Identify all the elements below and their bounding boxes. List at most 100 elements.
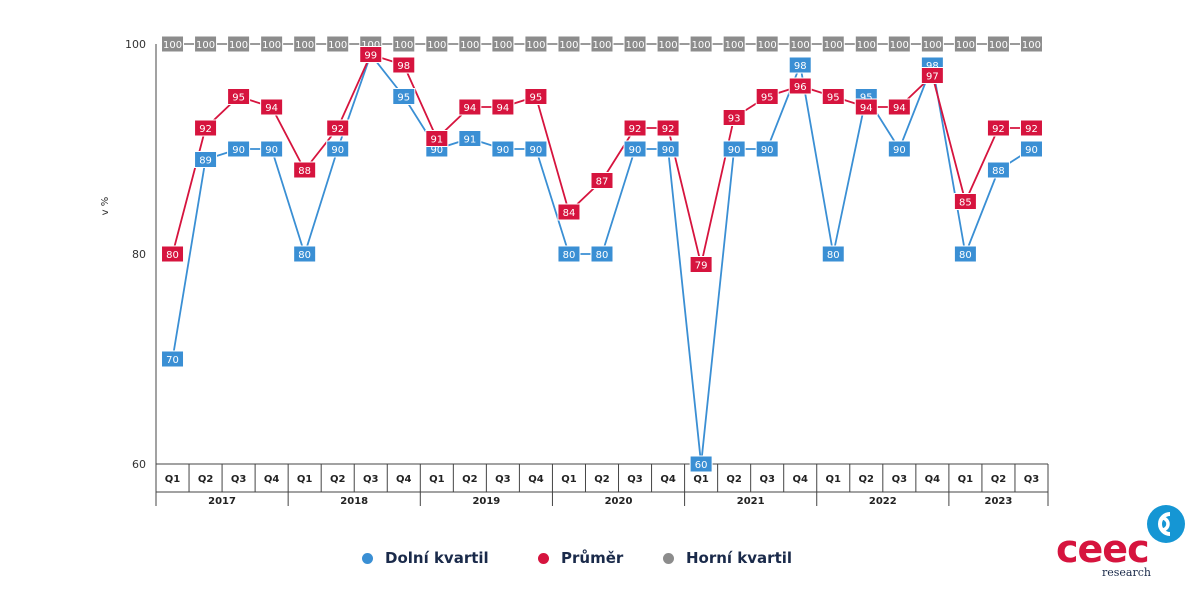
data-label: 100 (923, 40, 942, 51)
x-tick-label-year: 2022 (869, 496, 897, 507)
data-label: 85 (959, 198, 972, 209)
x-tick-label-quarter: Q4 (792, 474, 808, 485)
data-label: 100 (526, 40, 545, 51)
data-point-marker (458, 35, 482, 53)
data-point-marker (623, 140, 647, 158)
x-tick-label-quarter: Q3 (627, 474, 643, 485)
data-label: 90 (728, 145, 741, 156)
data-point-marker (953, 35, 977, 53)
data-point-marker (821, 245, 845, 263)
data-label: 100 (559, 40, 578, 51)
data-label: 60 (695, 460, 708, 471)
data-label: 95 (761, 93, 774, 104)
data-point-marker (557, 203, 581, 221)
legend-item-upper-quartile: Horní kvartil (663, 549, 792, 567)
data-point-marker (392, 35, 416, 53)
data-label: 90 (497, 145, 510, 156)
data-label: 70 (166, 355, 179, 366)
x-tick-label-quarter: Q2 (594, 474, 610, 485)
data-point-marker (161, 245, 185, 263)
data-point-marker (590, 172, 614, 189)
data-label: 100 (493, 40, 512, 51)
data-label: 90 (629, 145, 642, 156)
data-label: 99 (364, 51, 377, 62)
data-point-marker (194, 35, 218, 53)
x-tick-label-quarter: Q1 (297, 474, 313, 485)
x-tick-label-quarter: Q2 (330, 474, 346, 485)
legend-swatch-lower-quartile (362, 552, 373, 564)
x-tick-label-quarter: Q2 (198, 474, 214, 485)
data-label: 100 (725, 40, 744, 51)
data-label: 90 (232, 145, 245, 156)
data-point-marker (161, 35, 185, 53)
data-point-marker (1019, 140, 1043, 158)
data-point-marker (161, 350, 185, 368)
data-label: 90 (662, 145, 675, 156)
data-label: 80 (298, 250, 311, 261)
data-label: 100 (659, 40, 678, 51)
data-point-marker (623, 35, 647, 53)
data-label: 90 (893, 145, 906, 156)
data-point-marker (788, 35, 812, 53)
data-point-marker (920, 35, 944, 53)
data-label: 80 (827, 250, 840, 261)
data-label: 100 (692, 40, 711, 51)
data-label: 95 (397, 93, 410, 104)
data-point-marker (854, 98, 878, 116)
data-point-marker (524, 140, 548, 158)
x-tick-label-year: 2018 (340, 496, 368, 507)
data-point-marker (392, 56, 416, 74)
data-point-marker (656, 119, 680, 137)
legend-swatch-mean (538, 552, 549, 564)
data-point-marker (590, 245, 614, 263)
data-label: 100 (163, 40, 182, 51)
data-point-marker (260, 98, 284, 116)
data-point-marker (821, 88, 845, 105)
x-tick-label-quarter: Q4 (925, 474, 941, 485)
data-point-marker (425, 130, 449, 147)
series-line-pr-m-r (171, 53, 1032, 265)
data-label: 87 (596, 177, 609, 188)
data-label: 100 (890, 40, 909, 51)
data-point-marker (227, 35, 251, 53)
data-label: 92 (1025, 124, 1038, 135)
data-label: 80 (596, 250, 609, 261)
data-point-marker (458, 98, 482, 116)
data-label: 94 (265, 103, 278, 114)
data-label: 90 (1025, 145, 1038, 156)
x-tick-label-quarter: Q4 (264, 474, 280, 485)
data-point-marker (260, 35, 284, 53)
data-label: 95 (530, 93, 543, 104)
x-tick-label-quarter: Q2 (991, 474, 1007, 485)
logo-wordmark: ceec (1056, 527, 1150, 571)
data-label: 88 (992, 166, 1005, 177)
data-label: 94 (860, 103, 873, 114)
data-point-marker (359, 46, 383, 63)
y-tick-label: 60 (132, 458, 146, 471)
data-label: 100 (1022, 40, 1041, 51)
data-point-marker (557, 35, 581, 53)
data-label: 98 (794, 61, 807, 72)
legend-label-lower-quartile: Dolní kvartil (385, 549, 489, 567)
x-tick-label-quarter: Q2 (726, 474, 742, 485)
legend-label-mean: Průměr (561, 549, 624, 567)
data-point-marker (194, 151, 218, 168)
x-tick-label-quarter: Q2 (462, 474, 478, 485)
data-label: 80 (166, 250, 179, 261)
data-label: 100 (361, 40, 380, 51)
data-point-marker (887, 35, 911, 53)
data-label: 80 (563, 250, 576, 261)
data-label: 100 (328, 40, 347, 51)
data-point-marker (293, 35, 317, 53)
data-point-marker (524, 35, 548, 53)
data-point-marker (326, 35, 350, 53)
data-point-marker (392, 88, 416, 105)
data-point-marker (986, 161, 1010, 179)
data-point-marker (194, 119, 218, 137)
ceec-research-logo: ceec research (1050, 502, 1190, 582)
data-point-marker (920, 67, 944, 84)
x-tick-label-quarter: Q1 (561, 474, 577, 485)
data-label: 92 (629, 124, 642, 135)
data-point-marker (887, 140, 911, 158)
data-label: 89 (199, 156, 212, 167)
